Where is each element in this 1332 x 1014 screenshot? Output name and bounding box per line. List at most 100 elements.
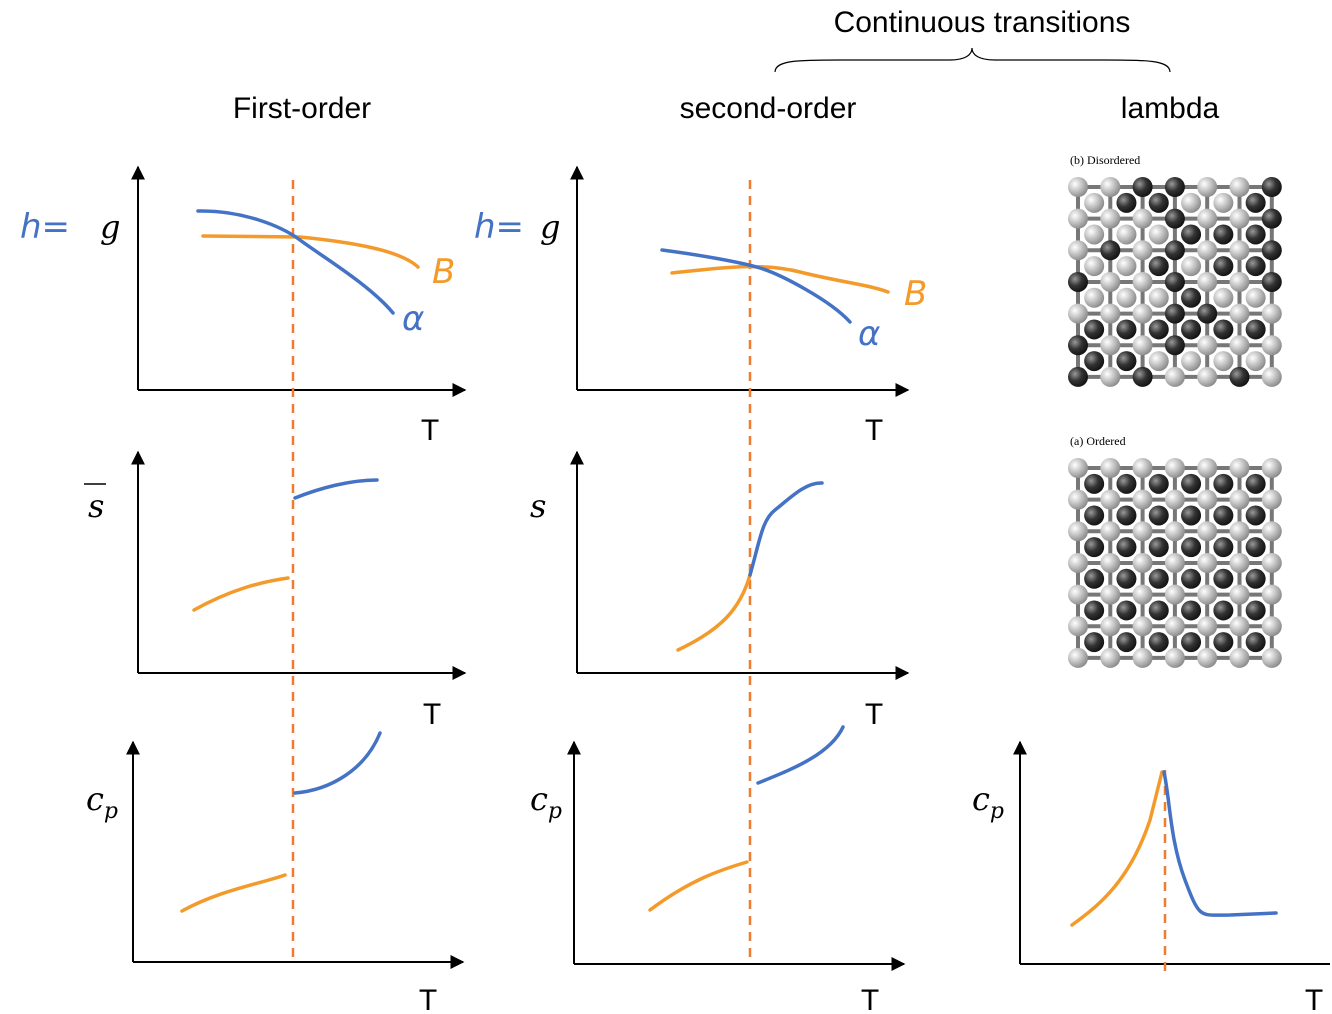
atom (1132, 177, 1153, 197)
atom (1132, 240, 1153, 261)
atom (1229, 303, 1250, 324)
atom (1068, 177, 1088, 197)
atom (1132, 458, 1153, 478)
y-label: s (88, 487, 104, 525)
atom (1197, 552, 1218, 573)
y-label-sub: p (548, 799, 562, 824)
atom (1116, 632, 1137, 653)
atom (1164, 177, 1185, 197)
atom (1084, 473, 1105, 494)
atom (1261, 489, 1282, 510)
atom (1148, 600, 1169, 621)
atom (1084, 568, 1105, 589)
x-label: T (865, 698, 883, 731)
atom (1213, 632, 1234, 653)
group-title: Continuous transitions (834, 6, 1131, 39)
atom (1164, 616, 1185, 637)
atom (1197, 240, 1218, 261)
atom (1245, 351, 1266, 372)
atom (1100, 489, 1121, 510)
atom (1181, 256, 1202, 277)
atom (1148, 505, 1169, 526)
atom (1245, 632, 1266, 653)
atom (1181, 632, 1202, 653)
atom (1229, 616, 1250, 637)
atom (1068, 240, 1088, 261)
atom (1164, 489, 1185, 510)
atom (1261, 271, 1282, 292)
atom (1132, 521, 1153, 542)
x-label: T (861, 984, 879, 1014)
atom (1100, 616, 1121, 637)
atom (1068, 335, 1088, 356)
atom (1100, 208, 1121, 229)
atom (1164, 458, 1185, 478)
atom (1116, 568, 1137, 589)
atom (1229, 521, 1250, 542)
atom (1148, 473, 1169, 494)
atom (1245, 600, 1266, 621)
annotation: h= (20, 207, 70, 247)
atom (1148, 537, 1169, 558)
atom (1116, 256, 1137, 277)
atom (1181, 192, 1202, 213)
atom (1181, 319, 1202, 340)
lattice-caption: (b) Disordered (1070, 153, 1140, 167)
atom (1229, 240, 1250, 261)
x-label: T (421, 414, 439, 447)
atom (1213, 568, 1234, 589)
atom (1068, 208, 1088, 229)
curve-label: B (904, 274, 927, 314)
atom (1100, 552, 1121, 573)
curve-label: α (858, 314, 880, 354)
y-label-main: c (530, 780, 548, 818)
y-label: s (530, 487, 546, 525)
curve-label: α (402, 299, 424, 339)
column-title: second-order (680, 92, 857, 125)
y-label-sub: p (990, 799, 1004, 824)
atom (1164, 647, 1185, 668)
atom (1164, 366, 1185, 387)
atom (1245, 568, 1266, 589)
atom (1100, 366, 1121, 387)
atom (1197, 208, 1218, 229)
y-label: g (540, 208, 560, 246)
atom (1229, 177, 1250, 197)
atom (1116, 473, 1137, 494)
atom (1245, 473, 1266, 494)
atom (1084, 319, 1105, 340)
atom (1132, 584, 1153, 605)
atom (1213, 319, 1234, 340)
atom (1148, 351, 1169, 372)
atom (1084, 192, 1105, 213)
annotation: h= (474, 207, 524, 247)
atom (1164, 521, 1185, 542)
atom (1132, 616, 1153, 637)
atom (1084, 256, 1105, 277)
atom (1084, 505, 1105, 526)
column-title: lambda (1121, 92, 1220, 125)
atom (1116, 224, 1137, 245)
atom (1213, 600, 1234, 621)
atom (1132, 552, 1153, 573)
atom (1229, 335, 1250, 356)
atom (1068, 616, 1088, 637)
atom (1148, 319, 1169, 340)
atom (1261, 647, 1282, 668)
atom (1164, 208, 1185, 229)
atom (1181, 537, 1202, 558)
x-label: T (865, 414, 883, 447)
column-title: First-order (233, 92, 371, 125)
atom (1213, 192, 1234, 213)
atom (1148, 224, 1169, 245)
atom (1245, 505, 1266, 526)
atom (1261, 584, 1282, 605)
atom (1245, 319, 1266, 340)
atom (1229, 458, 1250, 478)
atom (1132, 366, 1153, 387)
lattice (1068, 177, 1282, 387)
x-label: T (1305, 984, 1323, 1014)
atom (1245, 537, 1266, 558)
atom (1181, 473, 1202, 494)
